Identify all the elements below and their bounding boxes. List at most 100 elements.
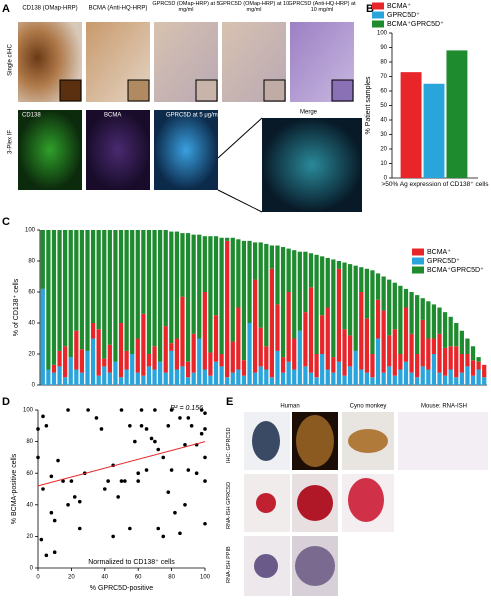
bar-segment (96, 375, 101, 385)
point (66, 408, 70, 412)
bar-segment (409, 292, 414, 334)
point (203, 521, 207, 526)
bar-segment (398, 354, 403, 370)
bar-segment (180, 233, 185, 297)
bar-segment (342, 262, 347, 330)
bar-segment (353, 265, 358, 351)
point (36, 455, 40, 460)
legend-label: BCMA⁺ (427, 249, 451, 256)
bar-segment (325, 257, 330, 308)
bar-segment (437, 372, 442, 385)
bar-segment (442, 375, 448, 385)
point (189, 424, 194, 428)
x-tick-label: 60 (135, 575, 142, 581)
bar-segment (135, 338, 140, 373)
bar-segment (90, 230, 96, 323)
point (99, 427, 104, 431)
panel-label: E (226, 396, 233, 408)
bar-segment (163, 326, 168, 373)
bar-segment (102, 366, 107, 385)
bar-segment (158, 230, 163, 362)
row-label: IHC: GPRC5D (226, 427, 232, 462)
bar-segment (152, 369, 157, 385)
bar-segment (90, 338, 96, 385)
bar-segment (381, 372, 386, 385)
micrograph (398, 412, 488, 470)
bar-segment (280, 357, 286, 373)
bar-segment (336, 261, 342, 269)
bar-segment (269, 268, 275, 378)
bar-segment (465, 366, 470, 385)
bar-segment (297, 251, 302, 331)
bar-segment (118, 230, 124, 323)
bar-segment (191, 234, 196, 334)
point (173, 510, 177, 515)
bar-segment (236, 307, 241, 370)
bar-segment (46, 230, 51, 370)
bar-segment (303, 312, 308, 367)
bar-segment (230, 341, 235, 373)
legend-swatch (372, 2, 384, 10)
bar-segment (57, 350, 62, 367)
legend-swatch (412, 266, 424, 274)
column-header: CD138 (OMap-HRP) (22, 6, 77, 12)
row-label: 3-Plex IF (8, 130, 14, 154)
point (166, 490, 171, 494)
bar-segment (185, 361, 191, 378)
bar-segment (191, 372, 196, 385)
bar-segment (292, 369, 297, 385)
bar-segment (169, 350, 174, 385)
point (139, 424, 144, 428)
bar-segment (275, 350, 280, 385)
bar-segment (470, 375, 476, 385)
if-label: BCMA (104, 113, 121, 119)
point (183, 442, 187, 447)
bar-segment (426, 369, 431, 385)
bar-segment (403, 307, 409, 362)
bar-segment (448, 316, 453, 347)
bar-segment (197, 234, 202, 339)
point (49, 510, 54, 515)
y-tick-label: 100 (377, 31, 388, 37)
point (199, 408, 204, 412)
bar-segment (51, 372, 57, 385)
bar-segment (130, 230, 135, 354)
bar-segment (124, 230, 129, 351)
bar-segment (169, 231, 174, 344)
x-axis-label: % GPRC5D-positive (90, 585, 154, 592)
y-tick-label: 60 (380, 89, 387, 95)
point (203, 411, 207, 415)
bar-segment (465, 338, 470, 354)
bar-segment (381, 310, 386, 373)
inset (59, 79, 82, 102)
bar-segment (236, 369, 241, 385)
bar-segment (448, 369, 453, 385)
point (169, 408, 174, 412)
point (119, 479, 124, 483)
bar-segment (252, 279, 258, 373)
bar-segment (252, 242, 258, 280)
bar-segment (431, 304, 437, 339)
bar (446, 50, 468, 178)
y-tick-label: 30 (380, 132, 387, 138)
bar-segment (264, 243, 269, 347)
bar-segment (476, 361, 481, 370)
bar-segment (476, 369, 481, 385)
bar-segment (74, 230, 79, 331)
y-tick-label: 0 (384, 176, 388, 182)
bar-segment (347, 264, 353, 336)
bar-segment (158, 361, 163, 385)
bar-segment (409, 333, 414, 373)
bar-segment (146, 354, 152, 367)
y-tick-label: 20 (380, 147, 387, 153)
inset (195, 79, 218, 102)
bar-segment (57, 366, 62, 385)
bar-segment (370, 354, 375, 378)
point (169, 468, 174, 472)
bar-segment (297, 330, 302, 385)
column-header: Mouse: RNA-ISH (421, 404, 467, 410)
y-tick-label: 80 (380, 60, 387, 66)
bar-segment (163, 230, 168, 327)
point (44, 424, 49, 428)
column-header: BCMA (Anti-HQ-HRP) (89, 6, 148, 12)
